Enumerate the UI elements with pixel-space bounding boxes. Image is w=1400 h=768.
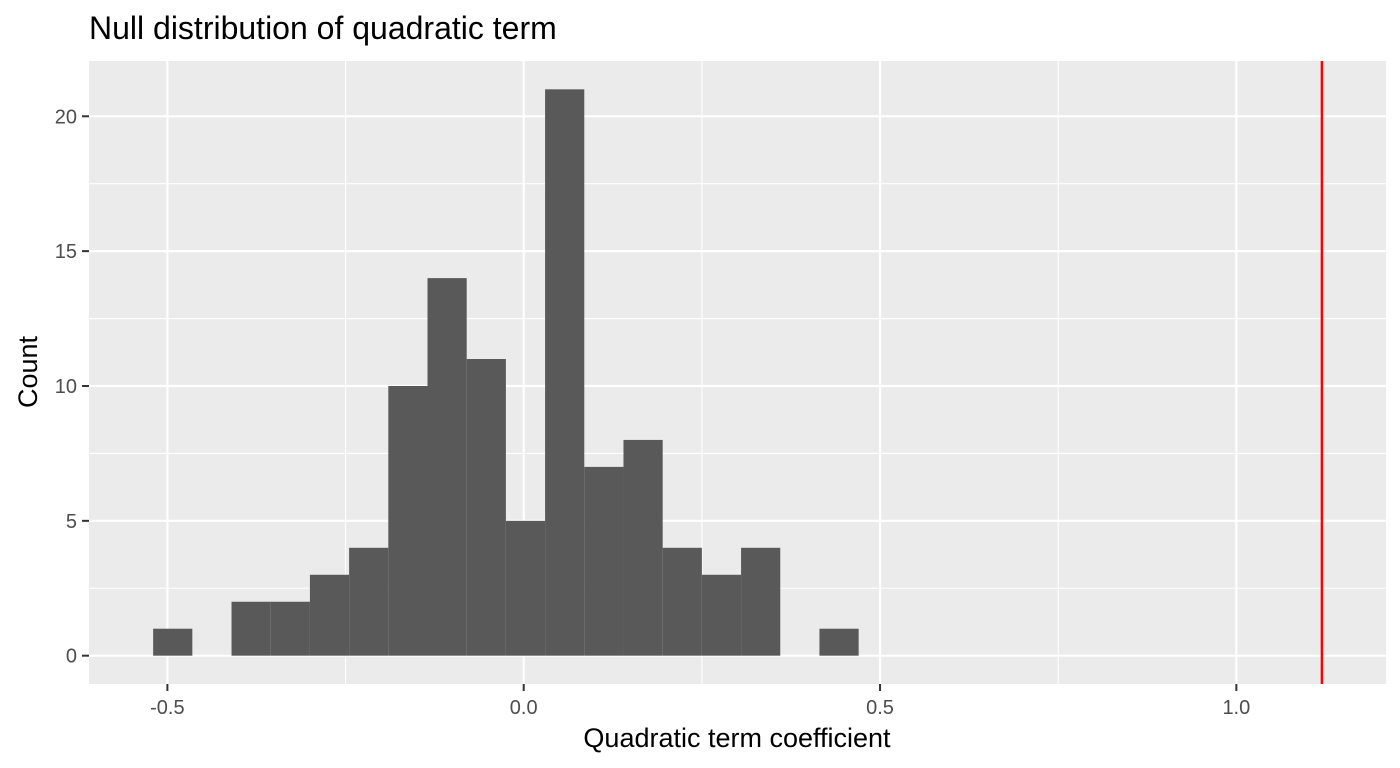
histogram-bar (231, 601, 271, 656)
histogram-bar (388, 385, 428, 656)
histogram-bar (545, 89, 585, 656)
histogram-bar (584, 466, 624, 656)
y-axis-title: Count (13, 335, 43, 408)
x-tick-label: 0.0 (510, 697, 538, 719)
major-gridlines (89, 61, 1386, 684)
y-tick-label: 10 (55, 376, 77, 398)
histogram-bar (427, 278, 467, 656)
x-axis: -0.5 0.0 0.5 1.0 (150, 684, 1250, 719)
histogram-bar (505, 520, 546, 656)
y-axis: 0 5 10 15 20 (55, 106, 89, 668)
chart-title: Null distribution of quadratic term (89, 10, 557, 46)
histogram-bar (819, 628, 859, 656)
histogram-bars (153, 89, 859, 656)
y-tick-label: 15 (55, 241, 77, 263)
x-tick-label: 0.5 (866, 697, 894, 719)
histogram-bar (153, 628, 193, 656)
y-tick-label: 20 (55, 106, 77, 128)
histogram-bar (309, 574, 350, 656)
histogram-bar (270, 601, 310, 656)
x-tick-label: 1.0 (1222, 697, 1250, 719)
x-tick-label: -0.5 (150, 697, 184, 719)
histogram-bar (349, 547, 389, 656)
x-axis-title: Quadratic term coefficient (583, 723, 891, 753)
histogram-bar (662, 547, 702, 656)
histogram-bar (741, 547, 781, 656)
y-tick-label: 0 (66, 646, 77, 668)
histogram-bar (623, 439, 663, 656)
histogram-bar (466, 359, 506, 656)
histogram-bar (701, 574, 742, 656)
y-tick-label: 5 (66, 511, 77, 533)
